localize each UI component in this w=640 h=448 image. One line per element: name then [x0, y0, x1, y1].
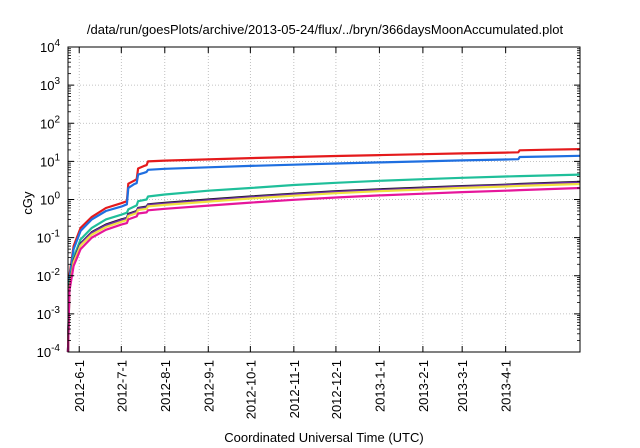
y-axis-label: cGy — [20, 191, 35, 215]
x-tick-label: 2012-7-1 — [114, 360, 129, 412]
y-axis: 10-4 10-3 10-2 10-1 100 101 102 103 104 — [37, 38, 580, 360]
x-axis: 2012-6-1 2012-7-1 2012-8-1 2012-9-1 2012-10-… — [72, 47, 514, 419]
series-line-2 — [66, 154, 581, 353]
series-line-3 — [66, 173, 581, 353]
y-tick-label: 10-1 — [37, 229, 61, 246]
x-tick-label: 2012-6-1 — [72, 360, 87, 412]
series-line-5 — [66, 181, 581, 353]
chart-title: /data/run/goesPlots/archive/2013-05-24/f… — [87, 22, 564, 37]
y-tick-label: 10-2 — [37, 267, 61, 284]
y-tick-label: 10-3 — [37, 305, 61, 322]
x-tick-label: 2012-9-1 — [201, 360, 216, 412]
x-tick-label: 2012-10-1 — [243, 360, 258, 419]
x-axis-label: Coordinated Universal Time (UTC) — [224, 430, 423, 445]
x-tick-label: 2012-12-1 — [329, 360, 344, 419]
series-group — [66, 148, 581, 353]
y-tick-label: 102 — [40, 114, 60, 131]
x-tick-label: 2013-4-1 — [499, 360, 514, 412]
x-tick-label: 2013-1-1 — [372, 360, 387, 412]
y-tick-label: 100 — [40, 191, 60, 208]
x-tick-label: 2012-11-1 — [287, 360, 302, 418]
x-tick-label: 2013-3-1 — [455, 360, 470, 412]
series-line-7 — [66, 186, 581, 353]
y-tick-label: 101 — [40, 152, 60, 169]
series-line-1 — [66, 148, 581, 353]
y-tick-label: 104 — [40, 38, 60, 55]
y-tick-label: 103 — [40, 76, 60, 93]
y-tick-label: 10-4 — [37, 343, 61, 360]
grid — [68, 47, 580, 352]
x-tick-label: 2012-8-1 — [158, 360, 173, 412]
x-tick-label: 2013-2-1 — [416, 360, 431, 412]
series-line-6 — [66, 182, 581, 353]
